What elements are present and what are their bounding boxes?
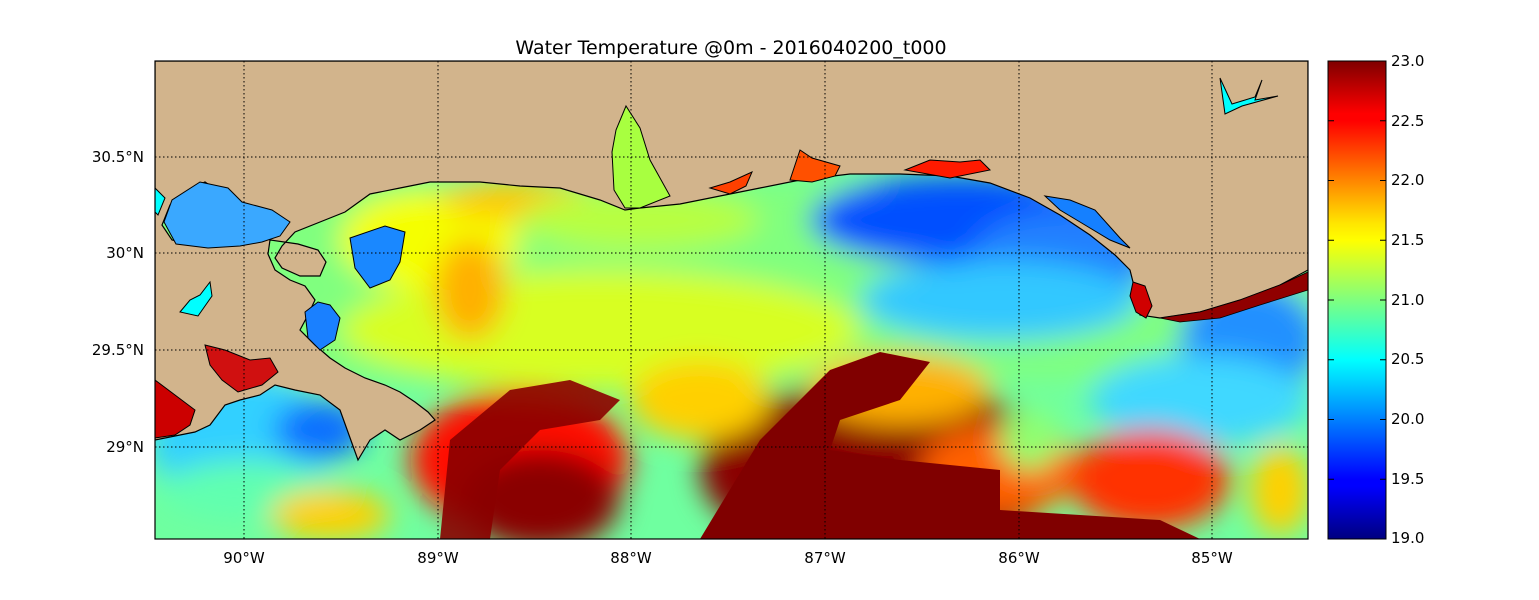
colorbar-label: 19.5 (1391, 470, 1424, 488)
colorbar-gradient (1327, 60, 1387, 540)
apalachee-bay (1159, 271, 1308, 323)
longitude-labels: 90°W 89°W 88°W 87°W 86°W 85°W (223, 549, 1233, 567)
map-title: Water Temperature @0m - 2016040200_t000 (515, 37, 946, 59)
map-area (155, 61, 1308, 539)
choctawhatchee-bay (903, 159, 992, 179)
warm-core (700, 352, 1200, 539)
colorbar-label: 20.5 (1391, 350, 1424, 368)
lake-northeast (1219, 77, 1279, 115)
lat-label: 29.5°N (92, 341, 144, 359)
lon-label: 86°W (998, 549, 1040, 567)
warm-eddy (440, 380, 620, 539)
st-andrew-bay (1043, 195, 1131, 249)
lake-ponchartrain (163, 181, 291, 249)
chandeleur-marsh (349, 225, 406, 289)
lake-maurepas (179, 280, 213, 317)
breton-marsh (304, 301, 341, 351)
colorbar-label: 19.0 (1391, 529, 1424, 547)
lon-label: 87°W (804, 549, 846, 567)
perdido-bay (708, 171, 753, 195)
lon-label: 85°W (1191, 549, 1233, 567)
latitude-labels: 30.5°N 30°N 29.5°N 29°N (92, 148, 144, 456)
colorbar-label: 22.0 (1391, 171, 1424, 189)
lon-label: 89°W (417, 549, 459, 567)
lat-label: 29°N (106, 438, 144, 456)
colorbar: 23.0 22.5 22.0 21.5 21.0 20.5 20.0 19.5 … (1327, 52, 1424, 547)
apalachicola-bay (1129, 281, 1153, 319)
pensacola-bay (789, 149, 841, 183)
colorbar-ticks (1328, 60, 1386, 540)
colorbar-label: 23.0 (1391, 52, 1424, 70)
map-frame (154, 60, 1309, 540)
lon-label: 90°W (223, 549, 265, 567)
lat-label: 30°N (106, 244, 144, 262)
colorbar-label: 22.5 (1391, 112, 1424, 130)
lat-label: 30.5°N (92, 148, 144, 166)
barataria-marsh (155, 379, 196, 439)
colorbar-label: 20.0 (1391, 410, 1424, 428)
mobile-bay (611, 104, 671, 209)
lon-label: 88°W (610, 549, 652, 567)
terrebonne-marsh (204, 344, 279, 393)
colorbar-label: 21.0 (1391, 291, 1424, 309)
colorbar-labels: 23.0 22.5 22.0 21.5 21.0 20.5 20.0 19.5 … (1391, 52, 1424, 547)
graticule (155, 61, 1308, 539)
lake-borgne-west (155, 187, 166, 216)
colorbar-label: 21.5 (1391, 231, 1424, 249)
